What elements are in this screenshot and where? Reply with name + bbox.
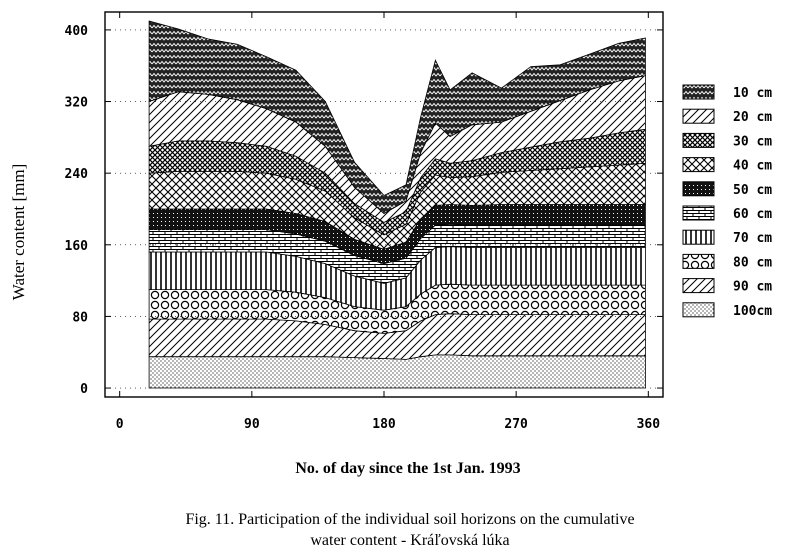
legend-swatch-90cm <box>683 279 714 293</box>
legend-swatch-70cm <box>683 230 714 244</box>
legend-label: 100cm <box>733 304 772 319</box>
legend: 10 cm 20 cm 30 cm 40 cm 50 cm 60 cm 70 cm 80 cm… <box>683 85 772 319</box>
legend-swatch-100cm <box>683 303 714 317</box>
legend-label: 90 cm <box>733 280 772 295</box>
area-layer-100cm <box>149 355 645 388</box>
y-tick-label: 240 <box>65 167 89 182</box>
legend-label: 40 cm <box>733 159 772 174</box>
legend-swatch-50cm <box>683 182 714 196</box>
y-axis-title: Water content [mm] <box>9 164 28 300</box>
figure-caption-line1: Fig. 11. Participation of the individual… <box>185 511 634 528</box>
y-tick-label: 320 <box>65 96 89 111</box>
y-tick-label: 160 <box>65 239 89 254</box>
figure-caption-line2: water content - Kráľovská lúka <box>310 532 509 549</box>
x-tick-label: 90 <box>244 417 260 432</box>
legend-swatch-20cm <box>683 109 714 123</box>
legend-swatch-80cm <box>683 254 714 268</box>
x-tick-label: 180 <box>372 417 396 432</box>
y-tick-label: 0 <box>80 382 88 397</box>
legend-swatch-30cm <box>683 133 714 147</box>
legend-swatch-10cm <box>683 85 714 99</box>
legend-label: 80 cm <box>733 255 772 270</box>
y-tick-label: 400 <box>65 24 89 39</box>
legend-label: 70 cm <box>733 231 772 246</box>
y-tick-label: 80 <box>72 310 88 325</box>
legend-label: 50 cm <box>733 183 772 198</box>
legend-label: 60 cm <box>733 207 772 222</box>
x-tick-label: 360 <box>637 417 661 432</box>
x-axis-title: No. of day since the 1st Jan. 1993 <box>295 460 520 477</box>
x-tick-label: 0 <box>116 417 124 432</box>
area-layers <box>149 21 645 388</box>
legend-label: 30 cm <box>733 134 772 149</box>
legend-label: 10 cm <box>733 86 772 101</box>
legend-label: 20 cm <box>733 110 772 125</box>
legend-swatch-60cm <box>683 206 714 220</box>
legend-swatch-40cm <box>683 158 714 172</box>
x-tick-label: 270 <box>504 417 528 432</box>
